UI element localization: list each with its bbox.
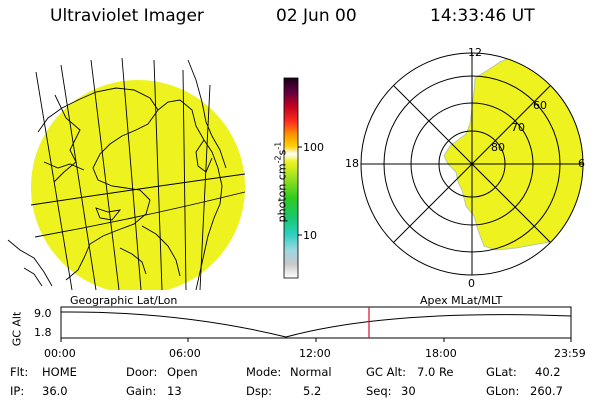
- ip-label: IP:: [10, 384, 25, 398]
- time-tick-0000: 00:00: [44, 347, 76, 360]
- colorbar-tick-10: 10: [303, 229, 317, 242]
- gcalt-label: GC Alt:: [366, 365, 407, 379]
- time-tick-2359: 23:59: [554, 347, 586, 360]
- mode-label: Mode:: [246, 365, 282, 379]
- geographic-image: [7, 57, 246, 290]
- time-tick-0600: 06:00: [169, 347, 201, 360]
- meridian-grid: [30, 57, 246, 290]
- glat-value: 40.2: [535, 365, 561, 379]
- ip-value: 36.0: [42, 384, 68, 398]
- gain-label: Gain:: [126, 384, 157, 398]
- apex-label: Apex MLat/MLT: [420, 294, 503, 307]
- glon-value: 260.7: [530, 384, 563, 398]
- colorbar-tick-100: 100: [303, 141, 324, 154]
- mlt-label-18: 18: [345, 157, 359, 170]
- coastlines: [7, 59, 227, 290]
- color-scale-bar: [283, 77, 302, 279]
- polar-plot: [360, 52, 584, 276]
- mode-value: Normal: [290, 365, 332, 379]
- glat-label: GLat:: [486, 365, 517, 379]
- door-label: Door:: [126, 365, 158, 379]
- gcalt-value: 7.0 Re: [417, 365, 454, 379]
- altitude-tick-min: 1.8: [34, 326, 52, 339]
- seq-value: 30: [401, 384, 416, 398]
- mlat-label-80: 80: [491, 141, 505, 154]
- mlt-label-12: 12: [468, 46, 482, 59]
- dsp-label: Dsp:: [246, 384, 273, 398]
- time-tick-1200: 12:00: [299, 347, 331, 360]
- instrument-title: Ultraviolet Imager: [50, 6, 204, 26]
- door-value: Open: [167, 365, 198, 379]
- mlt-label-0: 0: [468, 277, 475, 290]
- colorbar-unit-label: photon cm-2s-1: [273, 141, 289, 223]
- time-label: 14:33:46 UT: [430, 6, 535, 26]
- gain-value: 13: [167, 384, 182, 398]
- geographic-label: Geographic Lat/Lon: [70, 294, 178, 307]
- flight-label: Flt:: [10, 365, 29, 379]
- mlt-label-6: 6: [578, 157, 585, 170]
- time-tick-1800: 18:00: [425, 347, 457, 360]
- polar-grid: [360, 52, 584, 276]
- mlat-label-70: 70: [511, 121, 525, 134]
- altitude-tick-max: 9.0: [34, 307, 52, 320]
- flight-value: HOME: [42, 365, 77, 379]
- glon-label: GLon:: [486, 384, 520, 398]
- earth-disk: [31, 80, 245, 290]
- date-label: 02 Jun 00: [276, 6, 357, 26]
- altitude-curve: [60, 311, 572, 338]
- seq-label: Seq:: [366, 384, 392, 398]
- mlat-label-60: 60: [533, 99, 547, 112]
- altitude-strip: [60, 306, 572, 342]
- dsp-value: 5.2: [303, 384, 322, 398]
- altitude-axis-label: GC Alt: [10, 311, 24, 347]
